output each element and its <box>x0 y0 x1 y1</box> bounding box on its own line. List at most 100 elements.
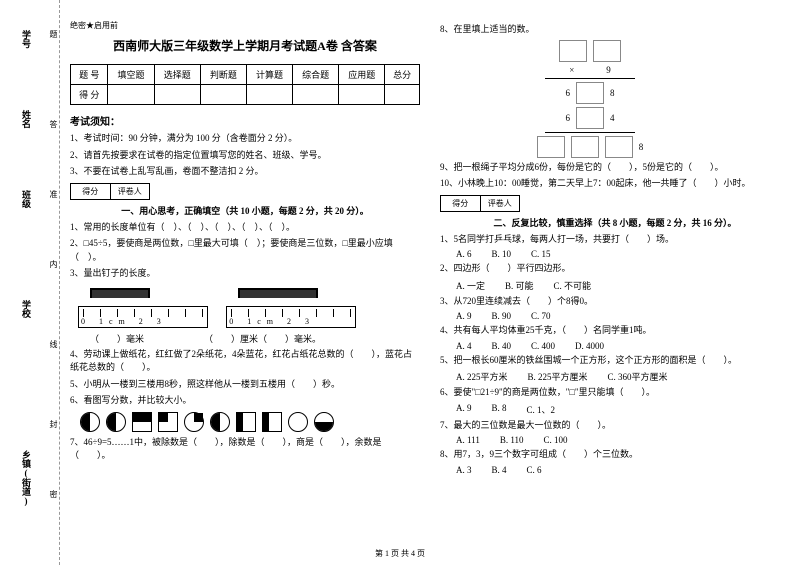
page-content: 绝密★启用前 西南师大版三年级数学上学期月考试题A卷 含答案 题 号 填空题 选… <box>70 20 790 475</box>
ruler-2: 0 1cm 2 3 <box>226 288 356 328</box>
binding-sidebar: 学号 姓名 班级 学校 乡镇(街道) 题 答 准 内 线 封 密 <box>0 0 60 565</box>
q6: 6、看图写分数，并比较大小。 <box>70 394 420 408</box>
s2q4: 4、共有每人平均体重25千克，（ ）名同学重1吨。 <box>440 324 790 338</box>
label-id: 学号 <box>20 30 33 48</box>
q2: 2、□45÷5，要使商是两位数，□里最大可填（ ）；要使商是三位数，□里最小应填… <box>70 237 420 264</box>
shape-grid1 <box>132 412 152 432</box>
ruler-answers: （ ）毫米 （ ）厘米（ ）毫米。 <box>70 332 420 345</box>
s2q6a: A. 9 <box>456 403 472 416</box>
gh6: 应用题 <box>339 65 385 85</box>
s2q2b: B. 可能 <box>505 279 534 292</box>
q4: 4、劳动课上做纸花，红红做了2朵纸花，4朵蓝花，红花占纸花总数的（ ），蓝花占纸… <box>70 348 420 375</box>
score-grid: 题 号 填空题 选择题 判断题 计算题 综合题 应用题 总分 得 分 <box>70 64 420 105</box>
s2q5c: C. 360平方厘米 <box>608 370 668 383</box>
q3-ans-b: （ ）厘米（ ）毫米。 <box>204 332 321 345</box>
s2q1c: C. 15 <box>531 249 551 259</box>
s2q7-opts: A. 111B. 110C. 100 <box>440 435 790 445</box>
section1-title: 一、用心思考，正确填空（共 10 小题，每题 2 分，共 20 分）。 <box>70 204 420 217</box>
calc-4: 4 <box>610 113 615 123</box>
note-zhun: 准 <box>48 190 59 198</box>
gs2 <box>154 85 200 105</box>
grid-header-row: 题 号 填空题 选择题 判断题 计算题 综合题 应用题 总分 <box>71 65 420 85</box>
s2q2c: C. 不可能 <box>554 279 592 292</box>
calc-6a: 6 <box>566 88 571 98</box>
s2q4a: A. 4 <box>456 341 472 351</box>
s2q6: 6、要使"□21÷9"的商是两位数，"□"里只能填（ ）。 <box>440 386 790 400</box>
sb-grader: 评卷人 <box>111 184 150 199</box>
scorebar-2: 得分 评卷人 <box>440 195 520 212</box>
q1: 1、常用的长度单位有（ ）、（ ）、（ ）、（ ）、（ ）。 <box>70 221 420 235</box>
shape-circle5 <box>288 412 308 432</box>
s2q1-opts: A. 6B. 10C. 15 <box>440 249 790 259</box>
s2q5-opts: A. 225平方米 B. 225平方厘米 C. 360平方厘米 <box>440 370 790 383</box>
calc-8a: 8 <box>610 88 615 98</box>
s2q4-opts: A. 4 B. 40 C. 400 D. 4000 <box>440 341 790 351</box>
q9: 9、把一根绳子平均分成6份，每份是它的（ ），5份是它的（ ）。 <box>440 161 790 175</box>
s2q8c: C. 6 <box>527 465 542 475</box>
s2q8: 8、用7，3，9三个数字可组成（ ）个三位数。 <box>440 448 790 462</box>
label-class: 班级 <box>20 190 33 208</box>
sb2-grader: 评卷人 <box>481 196 520 211</box>
s2q3a: A. 9 <box>456 311 472 321</box>
left-column: 绝密★启用前 西南师大版三年级数学上学期月考试题A卷 含答案 题 号 填空题 选… <box>70 20 420 475</box>
grid-score-row: 得 分 <box>71 85 420 105</box>
shape-grid2 <box>158 412 178 432</box>
gs3 <box>200 85 246 105</box>
s2q4b: B. 40 <box>492 341 512 351</box>
label-town: 乡镇(街道) <box>20 450 33 506</box>
fraction-shapes <box>80 412 420 432</box>
calc-9: 9 <box>606 65 611 75</box>
label-name: 姓名 <box>20 110 33 128</box>
s2q5b: B. 225平方厘米 <box>528 370 588 383</box>
shape-circle2 <box>106 412 126 432</box>
s2q5a: A. 225平方米 <box>456 370 508 383</box>
section2-title: 二、反复比较，慎重选择（共 8 小题，每题 2 分，共 16 分）。 <box>440 216 790 229</box>
box-d3 <box>605 136 633 158</box>
s2q3c: C. 70 <box>531 311 551 321</box>
s2q5: 5、把一根长60厘米的铁丝围城一个正方形，这个正方形的面积是（ ）。 <box>440 354 790 368</box>
box-a2 <box>593 40 621 62</box>
label-school: 学校 <box>20 300 33 318</box>
box-c1 <box>576 107 604 129</box>
calc-8b: 8 <box>639 142 644 152</box>
s2q6c: C. 1、2 <box>527 403 556 416</box>
q10: 10、小林晚上10：00睡觉，第二天早上7：00起床，他一共睡了（ ）小时。 <box>440 177 790 191</box>
right-column: 8、在里填上适当的数。 × 9 6 8 6 4 8 9、把一根绳子平均分成6份，每份是… <box>440 20 790 475</box>
s2q3-opts: A. 9B. 90C. 70 <box>440 311 790 321</box>
s2q8a: A. 3 <box>456 465 472 475</box>
calc-6b: 6 <box>566 113 571 123</box>
s2q4d: D. 4000 <box>575 341 604 351</box>
box-a1 <box>559 40 587 62</box>
note-nei: 内 <box>48 260 59 268</box>
note-xian: 线 <box>48 340 59 348</box>
gs6 <box>339 85 385 105</box>
sb2-score: 得分 <box>441 196 481 211</box>
note-da: 答 <box>48 120 59 128</box>
s2q2: 2、四边形（ ）平行四边形。 <box>440 262 790 276</box>
note-feng: 封 <box>48 420 59 428</box>
sb-score: 得分 <box>71 184 111 199</box>
note-mi: 密 <box>48 490 59 498</box>
calc-times: × <box>569 65 574 75</box>
shape-circle6 <box>314 412 334 432</box>
gh1: 填空题 <box>108 65 154 85</box>
s2q8-opts: A. 3 B. 4 C. 6 <box>440 465 790 475</box>
s2q4c: C. 400 <box>531 341 555 351</box>
ruler1-nums: 0 1cm 2 3 <box>81 317 167 326</box>
secret-note: 绝密★启用前 <box>70 20 420 31</box>
s2q1: 1、5名同学打乒乓球，每两人打一场，共要打（ ）场。 <box>440 233 790 247</box>
scorebar-1: 得分 评卷人 <box>70 183 150 200</box>
gs1 <box>108 85 154 105</box>
gh2: 选择题 <box>154 65 200 85</box>
q5: 5、小明从一楼到三楼用8秒，照这样他从一楼到五楼用（ ）秒。 <box>70 378 420 392</box>
s2q1a: A. 6 <box>456 249 472 259</box>
notice-2: 2、请首先按要求在试卷的指定位置填写您的姓名、班级、学号。 <box>70 149 420 163</box>
q8: 8、在里填上适当的数。 <box>440 23 790 37</box>
s2q7a: A. 111 <box>456 435 480 445</box>
s2q6b: B. 8 <box>492 403 507 416</box>
ruler2-nums: 0 1cm 2 3 <box>229 317 315 326</box>
s2q3: 3、从720里连续减去（ ）个8得0。 <box>440 295 790 309</box>
s2q2-opts: A. 一定B. 可能C. 不可能 <box>440 279 790 292</box>
s2q8b: B. 4 <box>492 465 507 475</box>
exam-title: 西南师大版三年级数学上学期月考试题A卷 含答案 <box>70 37 420 54</box>
